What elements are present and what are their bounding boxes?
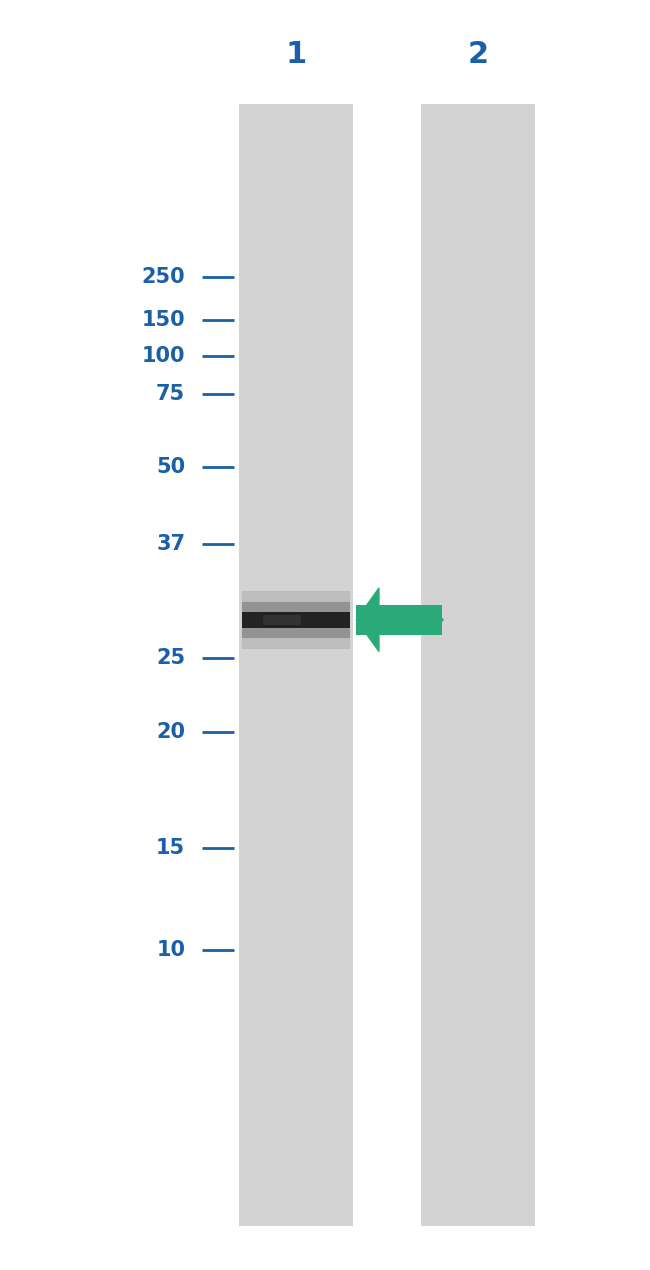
Text: 20: 20 <box>156 721 185 742</box>
Text: 150: 150 <box>142 310 185 330</box>
Bar <box>239 104 352 1226</box>
Text: 25: 25 <box>156 648 185 668</box>
Bar <box>242 591 350 649</box>
Text: 50: 50 <box>156 457 185 478</box>
Bar <box>242 602 350 638</box>
Text: 15: 15 <box>156 838 185 859</box>
Bar <box>421 104 534 1226</box>
Text: 10: 10 <box>156 940 185 960</box>
Text: 2: 2 <box>467 41 488 69</box>
Bar <box>356 605 442 635</box>
Bar <box>263 615 301 625</box>
Text: 1: 1 <box>285 41 306 69</box>
Text: 250: 250 <box>142 267 185 287</box>
Polygon shape <box>356 588 379 652</box>
Text: 100: 100 <box>142 345 185 366</box>
Text: 75: 75 <box>156 384 185 404</box>
Text: 37: 37 <box>156 533 185 554</box>
Bar <box>242 612 350 629</box>
